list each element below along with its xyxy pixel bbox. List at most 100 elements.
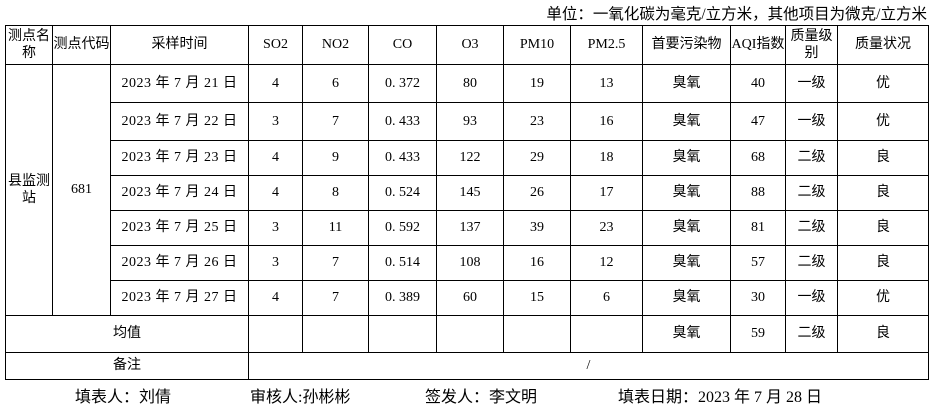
level-cell: 二级	[785, 175, 838, 211]
preparer-label: 填表人：刘倩	[75, 389, 172, 406]
so2-cell: 3	[248, 210, 303, 246]
table-row: 2023 年 7 月 22 日 3 7 0. 433 93 23 16 臭氧 4…	[6, 102, 929, 141]
so2-cell: 3	[248, 102, 303, 141]
pollutant-cell: 臭氧	[642, 102, 731, 141]
pm10-cell: 19	[503, 64, 571, 103]
co-cell: 0. 592	[368, 210, 437, 246]
status-cell: 良	[837, 175, 929, 211]
date-cell: 2023 年 7 月 23 日	[110, 140, 249, 176]
header-quality-level: 质量级别	[785, 25, 838, 65]
header-sample-time: 采样时间	[110, 25, 249, 65]
date-cell: 2023 年 7 月 27 日	[110, 280, 249, 316]
pm25-cell: 6	[570, 280, 643, 316]
mean-pm25-cell	[570, 315, 643, 353]
aqi-cell: 57	[730, 245, 786, 281]
date-cell: 2023 年 7 月 26 日	[110, 245, 249, 281]
signature-footer: 填表人：刘倩 审核人:孙彬彬 签发人：李文明 填表日期：2023 年 7 月 2…	[0, 383, 931, 406]
aqi-cell: 30	[730, 280, 786, 316]
header-row: 测点名称 测点代码 采样时间 SO2 NO2 CO O3 PM10 PM2.5 …	[5, 25, 929, 65]
issuer-label: 签发人：李文明	[425, 389, 538, 406]
mean-pollutant-cell: 臭氧	[642, 315, 731, 353]
mean-pm10-cell	[503, 315, 571, 353]
header-pm25: PM2.5	[570, 25, 643, 65]
no2-cell: 9	[302, 140, 369, 176]
pollutant-cell: 臭氧	[642, 140, 731, 176]
pm10-cell: 15	[503, 280, 571, 316]
date-cell: 2023 年 7 月 24 日	[110, 175, 249, 211]
pollutant-cell: 臭氧	[642, 175, 731, 211]
no2-cell: 8	[302, 175, 369, 211]
mean-row: 均值 臭氧 59 二级 良	[5, 315, 929, 353]
so2-cell: 4	[248, 140, 303, 176]
level-cell: 二级	[785, 245, 838, 281]
so2-cell: 3	[248, 245, 303, 281]
header-no2: NO2	[302, 25, 369, 65]
no2-cell: 6	[302, 64, 369, 103]
header-primary-pollutant: 首要污染物	[642, 25, 731, 65]
o3-cell: 145	[436, 175, 504, 211]
air-quality-table: 测点名称 测点代码 采样时间 SO2 NO2 CO O3 PM10 PM2.5 …	[5, 25, 929, 380]
mean-aqi-cell: 59	[730, 315, 786, 353]
date-cell: 2023 年 7 月 22 日	[110, 102, 249, 141]
mean-label-cell: 均值	[5, 315, 249, 353]
pm25-cell: 18	[570, 140, 643, 176]
pollutant-cell: 臭氧	[642, 245, 731, 281]
no2-cell: 11	[302, 210, 369, 246]
o3-cell: 122	[436, 140, 504, 176]
status-cell: 良	[837, 245, 929, 281]
unit-note: 单位：一氧化碳为毫克/立方米，其他项目为微克/立方米	[546, 6, 927, 23]
level-cell: 二级	[785, 210, 838, 246]
o3-cell: 108	[436, 245, 504, 281]
pm25-cell: 12	[570, 245, 643, 281]
pm25-cell: 23	[570, 210, 643, 246]
pollutant-cell: 臭氧	[642, 280, 731, 316]
pm10-cell: 26	[503, 175, 571, 211]
pm10-cell: 39	[503, 210, 571, 246]
aqi-cell: 81	[730, 210, 786, 246]
so2-cell: 4	[248, 175, 303, 211]
header-aqi: AQI指数	[730, 25, 786, 65]
station-code-cell: 681	[52, 64, 111, 316]
remark-label-cell: 备注	[5, 352, 249, 380]
mean-no2-cell	[302, 315, 369, 353]
aqi-cell: 40	[730, 64, 786, 103]
o3-cell: 93	[436, 102, 504, 141]
header-co: CO	[368, 25, 437, 65]
mean-status-cell: 良	[837, 315, 929, 353]
status-cell: 优	[837, 102, 929, 141]
pm25-cell: 13	[570, 64, 643, 103]
o3-cell: 60	[436, 280, 504, 316]
so2-cell: 4	[248, 64, 303, 103]
no2-cell: 7	[302, 280, 369, 316]
header-o3: O3	[436, 25, 504, 65]
status-cell: 良	[837, 140, 929, 176]
pm10-cell: 29	[503, 140, 571, 176]
co-cell: 0. 372	[368, 64, 437, 103]
no2-cell: 7	[302, 245, 369, 281]
table-row: 2023 年 7 月 26 日 3 7 0. 514 108 16 12 臭氧 …	[6, 245, 929, 281]
co-cell: 0. 433	[368, 102, 437, 141]
status-cell: 良	[837, 210, 929, 246]
mean-co-cell	[368, 315, 437, 353]
level-cell: 一级	[785, 64, 838, 103]
pm10-cell: 23	[503, 102, 571, 141]
station-name-cell: 县监测站	[5, 64, 53, 316]
pollutant-cell: 臭氧	[642, 64, 731, 103]
so2-cell: 4	[248, 280, 303, 316]
aqi-cell: 68	[730, 140, 786, 176]
pm10-cell: 16	[503, 245, 571, 281]
level-cell: 一级	[785, 102, 838, 141]
no2-cell: 7	[302, 102, 369, 141]
pm25-cell: 17	[570, 175, 643, 211]
status-cell: 优	[837, 280, 929, 316]
table-row: 2023 年 7 月 23 日 4 9 0. 433 122 29 18 臭氧 …	[6, 140, 929, 176]
aqi-cell: 88	[730, 175, 786, 211]
reviewer-label: 审核人:孙彬彬	[250, 389, 351, 406]
level-cell: 一级	[785, 280, 838, 316]
level-cell: 二级	[785, 140, 838, 176]
pm25-cell: 16	[570, 102, 643, 141]
header-station-code: 测点代码	[52, 25, 111, 65]
co-cell: 0. 514	[368, 245, 437, 281]
table-row: 2023 年 7 月 27 日 4 7 0. 389 60 15 6 臭氧 30…	[6, 280, 929, 316]
table-row: 2023 年 7 月 24 日 4 8 0. 524 145 26 17 臭氧 …	[6, 175, 929, 211]
